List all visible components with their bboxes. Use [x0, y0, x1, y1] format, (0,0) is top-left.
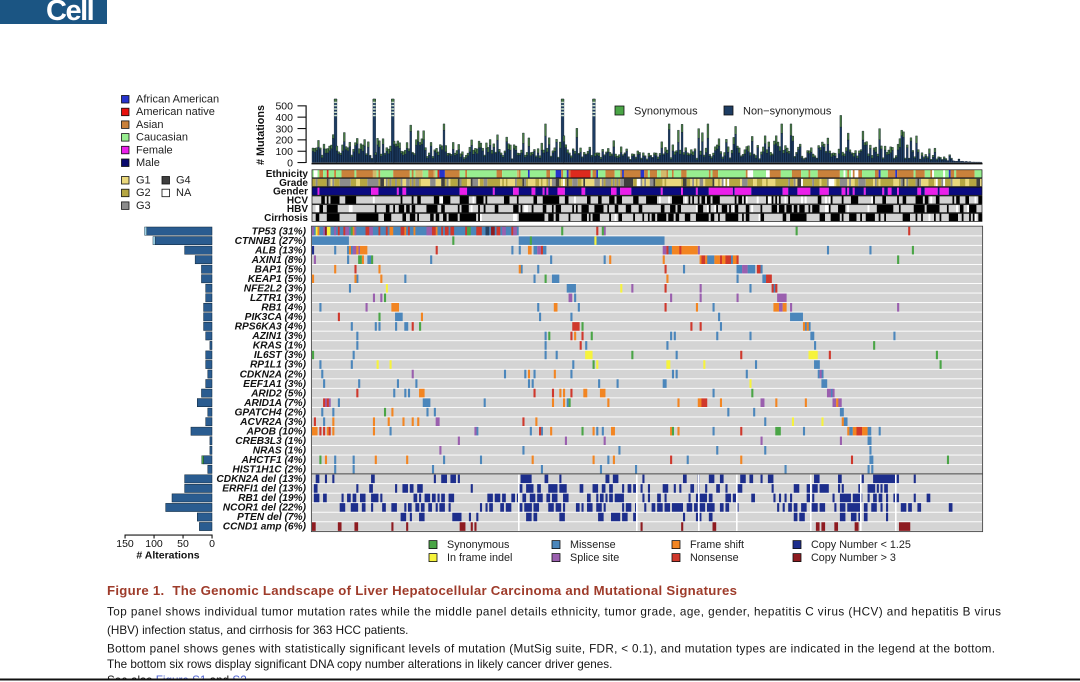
- svg-text:ARID2 (5%): ARID2 (5%): [250, 388, 307, 399]
- svg-text:African American: African American: [136, 94, 219, 106]
- svg-text:HBV: HBV: [287, 204, 308, 215]
- svg-text:ACVR2A (3%): ACVR2A (3%): [239, 417, 306, 428]
- svg-text:CREB3L3 (1%): CREB3L3 (1%): [235, 436, 306, 447]
- svg-text:G4: G4: [176, 175, 191, 187]
- svg-text:(HBV) infection status, and ci: (HBV) infection status, and cirrhosis fo…: [107, 624, 408, 637]
- svg-text:Cell: Cell: [46, 0, 93, 27]
- svg-text:RP1L1 (3%): RP1L1 (3%): [250, 360, 307, 371]
- svg-text:# Mutations: # Mutations: [255, 105, 267, 165]
- svg-text:Copy Number < 1.25: Copy Number < 1.25: [811, 539, 911, 551]
- svg-text:See also Figure S1 and S2: See also Figure S1 and S2: [107, 674, 247, 682]
- svg-text:0: 0: [287, 157, 293, 169]
- svg-text:PTEN del (7%): PTEN del (7%): [237, 512, 307, 523]
- svg-text:G2: G2: [136, 187, 151, 199]
- svg-text:Gender: Gender: [273, 187, 308, 198]
- svg-text:Nonsense: Nonsense: [690, 552, 739, 564]
- svg-text:American native: American native: [136, 106, 215, 118]
- svg-text:0: 0: [209, 538, 215, 550]
- svg-text:Missense: Missense: [570, 539, 616, 551]
- svg-text:CDKN2A (2%): CDKN2A (2%): [240, 369, 307, 380]
- svg-text:NCOR1 del (22%): NCOR1 del (22%): [223, 503, 307, 514]
- svg-text:RPS6KA3 (4%): RPS6KA3 (4%): [235, 322, 307, 333]
- svg-text:Synonymous: Synonymous: [634, 106, 698, 118]
- svg-text:NFE2L2 (3%): NFE2L2 (3%): [244, 283, 307, 294]
- svg-text:G1: G1: [136, 175, 151, 187]
- svg-text:KRAS (1%): KRAS (1%): [253, 341, 307, 352]
- svg-text:CDKN2A del (13%): CDKN2A del (13%): [216, 474, 306, 485]
- svg-text:TP53 (31%): TP53 (31%): [252, 226, 307, 237]
- svg-text:Asian: Asian: [136, 119, 164, 131]
- svg-text:50: 50: [177, 538, 189, 550]
- svg-text:RB1 del (19%): RB1 del (19%): [238, 493, 307, 504]
- svg-text:AHCTF1 (4%): AHCTF1 (4%): [240, 455, 306, 466]
- svg-text:Female: Female: [136, 144, 173, 156]
- svg-text:300: 300: [275, 123, 293, 135]
- svg-text:ARID1A (7%): ARID1A (7%): [243, 398, 306, 409]
- svg-text:RB1 (4%): RB1 (4%): [261, 303, 306, 314]
- svg-text:IL6ST (3%): IL6ST (3%): [254, 350, 307, 361]
- svg-text:200: 200: [275, 135, 293, 147]
- svg-text:100: 100: [145, 538, 163, 550]
- svg-text:Cirrhosis: Cirrhosis: [264, 213, 308, 224]
- svg-text:100: 100: [275, 146, 293, 158]
- svg-text:CTNNB1 (27%): CTNNB1 (27%): [235, 236, 307, 247]
- svg-text:Male: Male: [136, 157, 160, 169]
- svg-text:CCND1 amp (6%): CCND1 amp (6%): [223, 522, 307, 533]
- svg-text:NA: NA: [176, 187, 192, 199]
- svg-text:Splice site: Splice site: [570, 552, 619, 564]
- svg-text:500: 500: [275, 101, 293, 113]
- svg-text:ERRFI1 del (13%): ERRFI1 del (13%): [222, 484, 306, 495]
- svg-text:Ethnicity: Ethnicity: [266, 169, 309, 180]
- svg-text:KEAP1 (5%): KEAP1 (5%): [248, 274, 307, 285]
- svg-text:BAP1 (5%): BAP1 (5%): [254, 264, 306, 275]
- svg-text:Synonymous: Synonymous: [447, 539, 510, 551]
- svg-text:Non−synonymous: Non−synonymous: [743, 106, 832, 118]
- svg-text:LZTR1 (3%): LZTR1 (3%): [250, 293, 307, 304]
- svg-text:ALB (13%): ALB (13%): [254, 245, 307, 256]
- svg-text:150: 150: [116, 538, 134, 550]
- svg-text:GPATCH4 (2%): GPATCH4 (2%): [234, 407, 306, 418]
- svg-text:AXIN1 (8%): AXIN1 (8%): [251, 255, 307, 266]
- svg-text:EEF1A1 (3%): EEF1A1 (3%): [243, 379, 306, 390]
- svg-text:Copy Number > 3: Copy Number > 3: [811, 552, 896, 564]
- svg-text:Bottom panel shows genes with: Bottom panel shows genes with statistica…: [107, 643, 995, 656]
- svg-text:Caucasian: Caucasian: [136, 132, 188, 144]
- svg-text:Figure 1. The Genomic Landsca: Figure 1. The Genomic Landscape of Liver…: [107, 583, 737, 598]
- svg-text:APOB (10%): APOB (10%): [246, 426, 307, 437]
- svg-text:NRAS (1%): NRAS (1%): [253, 445, 307, 456]
- svg-text:In frame indel: In frame indel: [447, 552, 512, 564]
- svg-text:Top panel shows individual tum: Top panel shows individual tumor mutatio…: [107, 606, 1001, 619]
- svg-text:Frame shift: Frame shift: [690, 539, 744, 551]
- svg-text:The bottom six rows display si: The bottom six rows display significant …: [107, 658, 612, 671]
- svg-text:HCV: HCV: [287, 195, 308, 206]
- svg-text:HIST1H1C (2%): HIST1H1C (2%): [232, 465, 306, 476]
- svg-text:# Alterations: # Alterations: [136, 550, 199, 562]
- svg-text:PIK3CA (4%): PIK3CA (4%): [245, 312, 307, 323]
- svg-text:400: 400: [275, 112, 293, 124]
- svg-text:Grade: Grade: [279, 178, 308, 189]
- svg-text:AZIN1 (3%): AZIN1 (3%): [251, 331, 306, 342]
- svg-text:G3: G3: [136, 200, 151, 212]
